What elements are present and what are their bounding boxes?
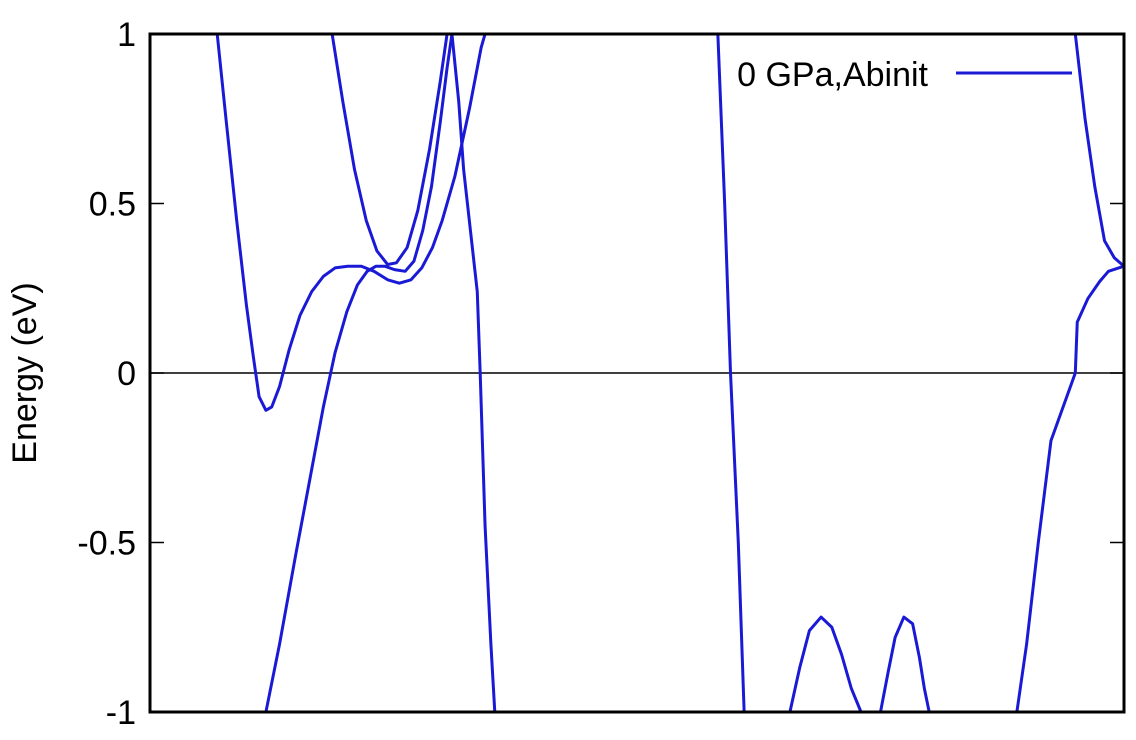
- band-line: [330, 33, 449, 267]
- band-line: [215, 33, 487, 412]
- series-layer: [215, 33, 1125, 713]
- legend-label: 0 GPa,Abinit: [737, 56, 928, 94]
- band-line: [879, 615, 931, 713]
- y-tick-label: 0.5: [89, 186, 136, 224]
- y-axis-label: Energy (eV): [6, 282, 44, 463]
- y-tick-label: 0: [117, 355, 136, 393]
- band-line: [716, 33, 746, 713]
- band-line: [1015, 264, 1125, 713]
- band-line: [1073, 33, 1125, 268]
- y-tick-label: 1: [117, 16, 136, 54]
- band-line: [788, 615, 863, 713]
- y-tick-label: -0.5: [77, 525, 136, 563]
- band-line: [264, 33, 454, 713]
- plot-frame: [148, 32, 1126, 714]
- y-tick-label: -1: [106, 694, 136, 732]
- y-ticks: -1 -0.5 0 0.5 1: [77, 16, 1124, 732]
- legend: 0 GPa,Abinit: [737, 56, 1072, 94]
- band-line: [450, 33, 497, 713]
